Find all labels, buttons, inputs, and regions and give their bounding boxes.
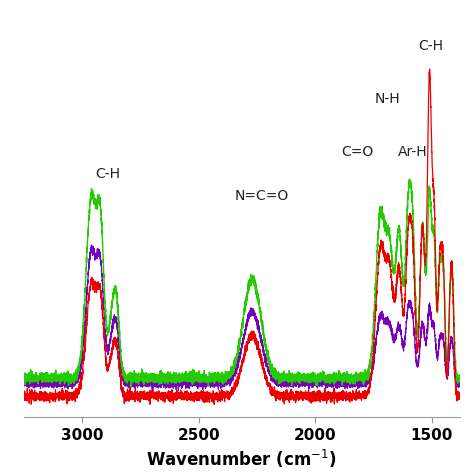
Text: C-H: C-H [418,39,443,53]
Text: N=C=O: N=C=O [235,189,289,203]
Text: Ar-H: Ar-H [398,145,428,159]
Text: C=O: C=O [341,145,374,159]
X-axis label: Wavenumber (cm$^{-1}$): Wavenumber (cm$^{-1}$) [146,448,337,470]
Text: N-H: N-H [374,92,401,106]
Text: C-H: C-H [95,167,120,181]
